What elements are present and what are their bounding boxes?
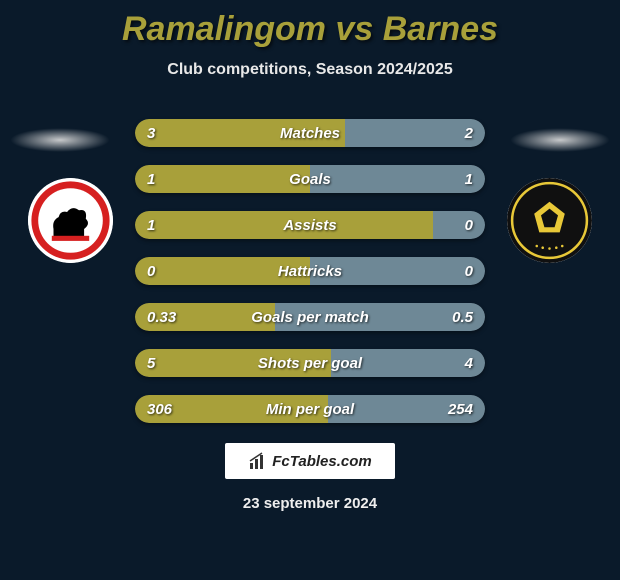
snapshot-date: 23 september 2024 — [0, 495, 620, 512]
stat-row: 11Goals — [135, 165, 485, 193]
stat-row: 306254Min per goal — [135, 395, 485, 423]
stat-label: Goals per match — [135, 303, 485, 331]
stat-label: Matches — [135, 119, 485, 147]
left-shadow-ellipse — [10, 128, 110, 152]
stat-label: Hattricks — [135, 257, 485, 285]
right-team-crest — [507, 178, 592, 263]
right-shadow-ellipse — [510, 128, 610, 152]
comparison-title: Ramalingom vs Barnes — [0, 0, 620, 49]
left-team-crest — [28, 178, 113, 263]
stat-row: 0.330.5Goals per match — [135, 303, 485, 331]
footer-brand-badge: FcTables.com — [225, 443, 395, 479]
left-crest-svg — [28, 178, 113, 263]
stat-row: 00Hattricks — [135, 257, 485, 285]
stat-row: 54Shots per goal — [135, 349, 485, 377]
stats-container: 32Matches 11Goals 10Assists 00Hattricks 0.33… — [135, 119, 485, 423]
stat-label: Shots per goal — [135, 349, 485, 377]
chart-icon — [248, 451, 268, 471]
stat-row: 32Matches — [135, 119, 485, 147]
stat-label: Assists — [135, 211, 485, 239]
footer-brand-text: FcTables.com — [272, 453, 371, 470]
stat-label: Min per goal — [135, 395, 485, 423]
stat-label: Goals — [135, 165, 485, 193]
comparison-subtitle: Club competitions, Season 2024/2025 — [0, 61, 620, 79]
stat-row: 10Assists — [135, 211, 485, 239]
right-crest-svg — [507, 178, 592, 263]
